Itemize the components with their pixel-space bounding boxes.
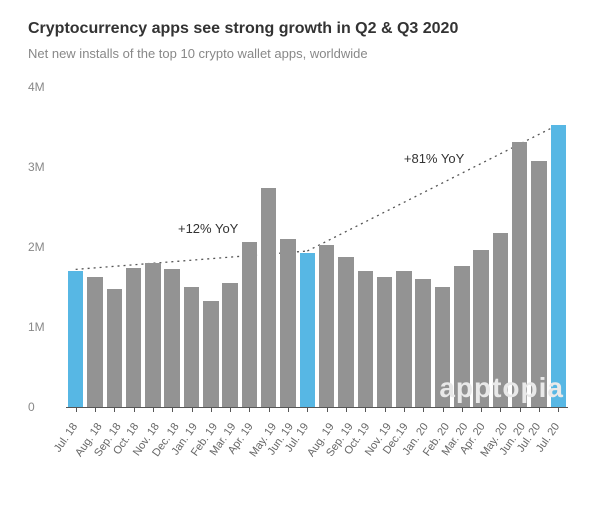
x-axis-labels: Jul. 18Aug. 18Sep. 18Oct. 18Nov. 18Dec. … [66, 413, 568, 503]
bar-highlight [551, 125, 566, 407]
bar [184, 287, 199, 407]
bar-highlight [68, 271, 83, 407]
bar [512, 142, 527, 407]
y-tick-label: 0 [28, 400, 60, 414]
chart-title: Cryptocurrency apps see strong growth in… [28, 20, 572, 38]
bar [203, 301, 218, 407]
y-tick-label: 2M [28, 240, 60, 254]
watermark: apptopia [439, 372, 564, 404]
bar [358, 271, 373, 407]
bar [164, 269, 179, 407]
chart-subtitle: Net new installs of the top 10 crypto wa… [28, 46, 572, 61]
chart-container: Cryptocurrency apps see strong growth in… [0, 0, 600, 512]
bar [280, 239, 295, 407]
annotation-label: +81% YoY [404, 151, 464, 166]
plot-area: 01M2M3M4M +12% YoY+81% YoY Jul. 18Aug. 1… [28, 87, 568, 407]
bar [222, 283, 237, 407]
x-axis-baseline [66, 407, 568, 408]
bar [338, 257, 353, 407]
y-tick-label: 4M [28, 80, 60, 94]
bar [87, 277, 102, 407]
bar [107, 289, 122, 407]
bar [319, 245, 334, 407]
annotation-label: +12% YoY [178, 221, 238, 236]
bar [126, 268, 141, 407]
bar [377, 277, 392, 407]
bar [415, 279, 430, 407]
y-tick-label: 3M [28, 160, 60, 174]
bar [531, 161, 546, 407]
bar [145, 263, 160, 407]
bar [242, 242, 257, 407]
y-axis: 01M2M3M4M [28, 87, 66, 407]
bar [396, 271, 411, 407]
bar [261, 188, 276, 407]
bars-area: +12% YoY +81% YoY [66, 87, 568, 407]
bar-highlight [300, 253, 315, 407]
y-tick-label: 1M [28, 320, 60, 334]
